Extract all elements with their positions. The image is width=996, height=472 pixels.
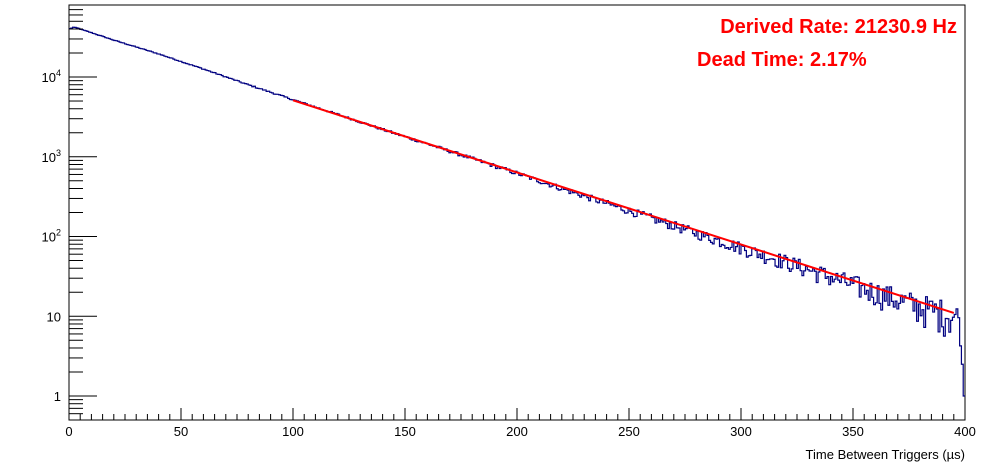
x-tick-label: 250 [618, 424, 640, 439]
x-tick-label: 400 [954, 424, 976, 439]
y-tick-label: 10 [47, 309, 61, 324]
x-tick-label: 200 [506, 424, 528, 439]
x-tick-label: 300 [730, 424, 752, 439]
y-tick-label: 104 [42, 68, 61, 85]
fit-line [292, 99, 955, 314]
annotation-dead-time: Dead Time: 2.17% [697, 49, 867, 71]
y-tick-label: 102 [42, 228, 61, 245]
histogram-series [69, 26, 965, 397]
y-tick-label: 103 [42, 148, 61, 165]
annotation-derived-rate: Derived Rate: 21230.9 Hz [720, 16, 957, 38]
x-tick-label: 50 [174, 424, 188, 439]
x-axis-title: Time Between Triggers (µs) [806, 447, 965, 462]
x-tick-label: 0 [65, 424, 72, 439]
y-tick-label: 1 [54, 389, 61, 404]
x-tick-label: 350 [842, 424, 864, 439]
x-tick-label: 100 [282, 424, 304, 439]
x-tick-label: 150 [394, 424, 416, 439]
